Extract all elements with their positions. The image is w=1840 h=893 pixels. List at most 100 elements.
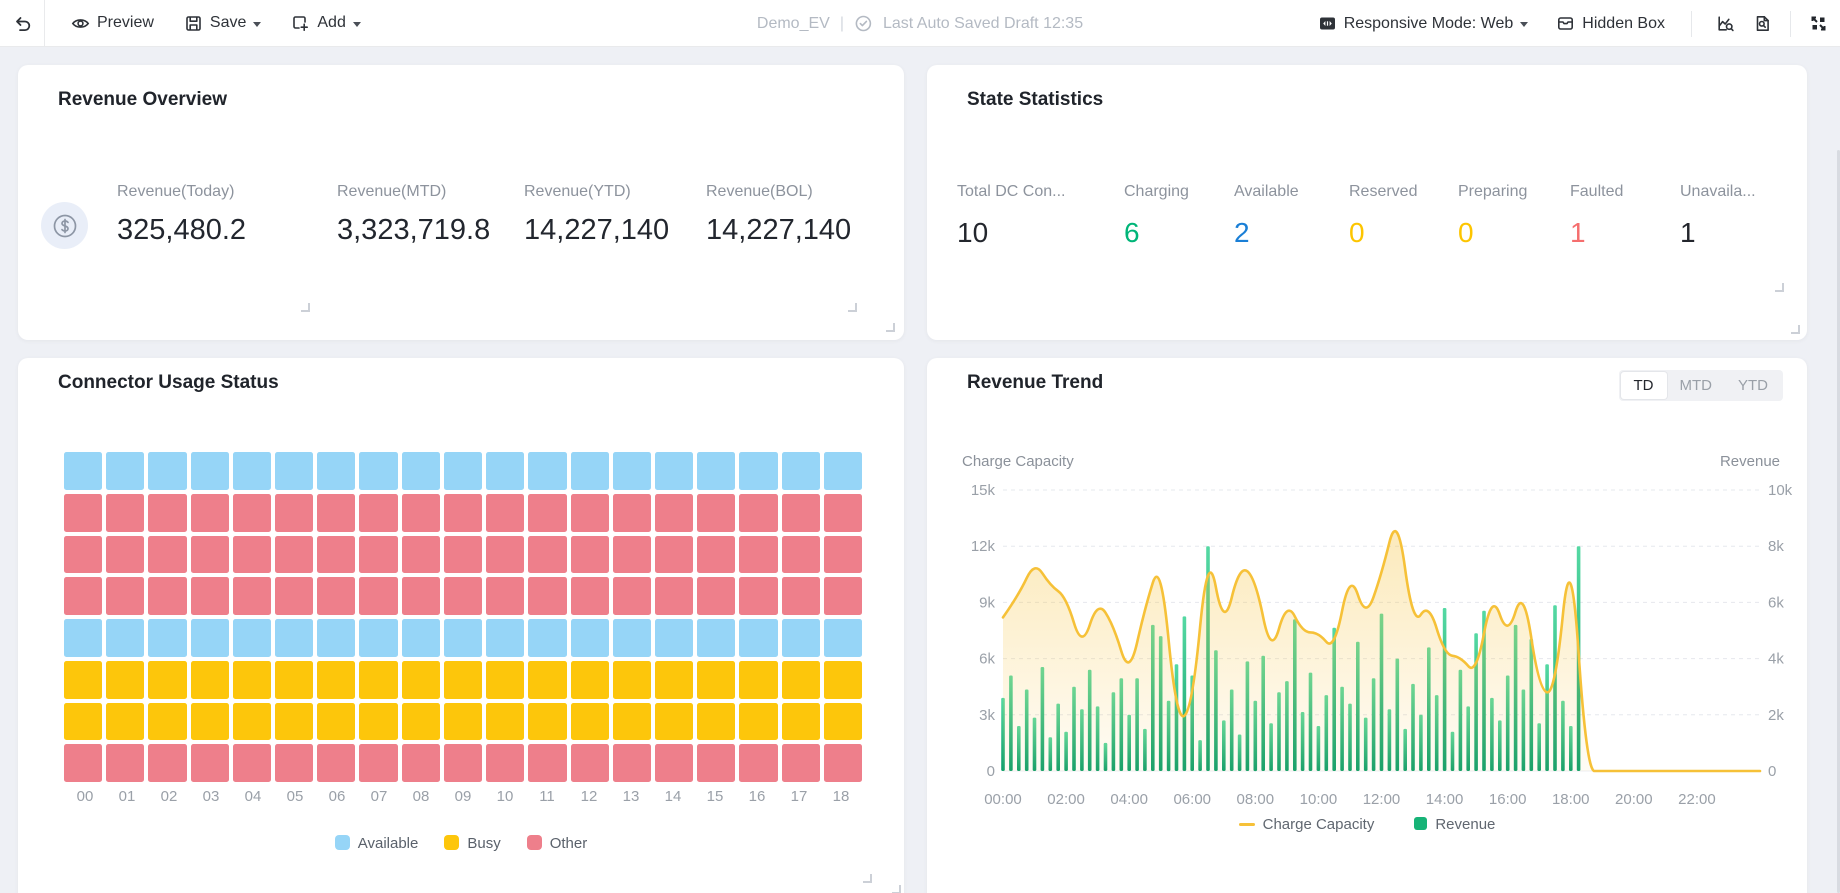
x-tick-label: 05 [286,788,304,805]
heatmap-cell [359,577,398,615]
panel-resize-handle[interactable] [1791,325,1800,334]
heatmap-cell [275,660,314,699]
heatmap-cell [486,744,525,782]
widget-resize-handle[interactable] [301,303,310,312]
panel-state-statistics[interactable]: State Statistics Total DC Con... 10 Chargi… [927,65,1807,340]
svg-text:3k: 3k [979,707,995,724]
widget-resize-handle[interactable] [863,874,872,883]
heatmap-cell [275,702,314,741]
widget-resize-handle[interactable] [1775,283,1784,292]
hidden-box-button[interactable]: Hidden Box [1556,14,1665,33]
x-tick-label: 13 [622,788,640,805]
save-button[interactable]: Save [184,14,262,33]
widget-resize-handle[interactable] [848,303,857,312]
toolbar: Preview Save Add Demo_EV [0,0,1840,47]
heatmap-cell [401,702,440,741]
heatmap-cell [359,535,398,574]
heatmap-row [64,493,862,532]
heatmap-cell [823,535,862,574]
heatmap-row [64,452,862,490]
metric-value: 3,323,719.8 [337,214,491,246]
fit-screen-button[interactable] [1809,14,1828,33]
chart-explorer-button[interactable] [1716,14,1735,33]
heatmap-cell [697,660,736,699]
heatmap-cell [570,660,609,699]
heatmap-cell [401,660,440,699]
heatmap-cell [275,577,314,615]
x-tick-label: 14 [664,788,682,805]
toolbar-divider [44,0,45,46]
heatmap-cell [106,577,145,615]
preview-button[interactable]: Preview [71,14,154,33]
scrollbar[interactable] [1837,150,1840,893]
panel-revenue-overview[interactable]: Revenue Overview Revenue(Today) 325,480.… [18,65,904,340]
heatmap-row [64,577,862,615]
x-tick-label: 08 [412,788,430,805]
save-label: Save [209,14,247,31]
tab-mtd[interactable]: MTD [1679,377,1713,394]
x-tick-label: 07 [370,788,388,805]
panel-revenue-trend[interactable]: Revenue Trend TD MTD YTD 0 3k 6k 9k 12k 15k 0 2… [927,358,1807,893]
tab-ytd[interactable]: YTD [1738,377,1768,394]
tab-td[interactable]: TD [1620,372,1667,399]
heatmap-cell [528,577,567,615]
heatmap-cell [528,535,567,574]
legend-item: Busy [444,835,501,852]
heatmap-cell [232,660,272,699]
heatmap-cell [64,535,103,574]
heatmap-cell [570,535,609,574]
panel-resize-handle[interactable] [886,323,895,332]
line-legend-marker [1238,823,1255,826]
heatmap-cell [190,702,229,741]
heatmap-cell [190,744,229,782]
heatmap-cell [823,660,862,699]
connector-grid[interactable] [64,452,862,782]
heatmap-cell [106,660,145,699]
heatmap-cell [528,702,567,741]
metric-value: 14,227,140 [706,214,852,246]
heatmap-cell [317,535,356,574]
document-magnifier-icon [1753,14,1772,33]
heatmap-cell [106,744,145,782]
save-icon [184,14,203,33]
panel-resize-handle[interactable] [892,885,901,893]
heatmap-cell [64,452,103,490]
trend-range-tabs: TD MTD YTD [1618,370,1783,401]
svg-text:02:00: 02:00 [1047,791,1085,808]
autosave-check-icon [854,14,873,33]
toolbar-divider [1691,10,1692,37]
revenue-trend-chart[interactable]: 0 3k 6k 9k 12k 15k 0 2k 4k 6k 8k 10k Charge Capacity… [927,358,1807,813]
x-tick-label: 00 [76,788,94,805]
responsive-mode-label: Responsive Mode: Web [1343,14,1514,32]
heatmap-cell [486,493,525,532]
heatmap-cell [781,702,820,741]
legend-item-charge-capacity: Charge Capacity [1238,816,1374,833]
heatmap-cell [401,577,440,615]
connector-legend: Available Busy Other [18,835,904,852]
heatmap-cell [823,702,862,741]
svg-text:16:00: 16:00 [1489,791,1527,808]
heatmap-cell [106,452,145,490]
heatmap-cell [654,744,694,782]
hidden-box-icon [1556,14,1575,33]
add-button[interactable]: Add [291,14,361,33]
heatmap-cell [232,744,272,782]
doc-inspect-button[interactable] [1753,14,1772,33]
heatmap-cell [232,452,272,490]
heatmap-cell [190,452,229,490]
heatmap-cell [64,702,103,741]
heatmap-cell [275,452,314,490]
trend-legend: Charge Capacity Revenue [927,816,1807,833]
undo-button[interactable] [0,14,44,33]
document-title: Demo_EV [756,14,830,32]
responsive-mode-button[interactable]: Responsive Mode: Web [1318,14,1529,33]
heatmap-cell [654,660,694,699]
heatmap-cell [612,535,651,574]
heatmap-cell [359,619,398,657]
stat-label: Total DC Con... [957,183,1066,200]
stat-label: Preparing [1458,183,1528,200]
panel-connector-usage[interactable]: Connector Usage Status 00 01 02 03 04 05 06 07 0… [18,358,904,893]
heatmap-cell [823,744,862,782]
heatmap-cell [190,619,229,657]
